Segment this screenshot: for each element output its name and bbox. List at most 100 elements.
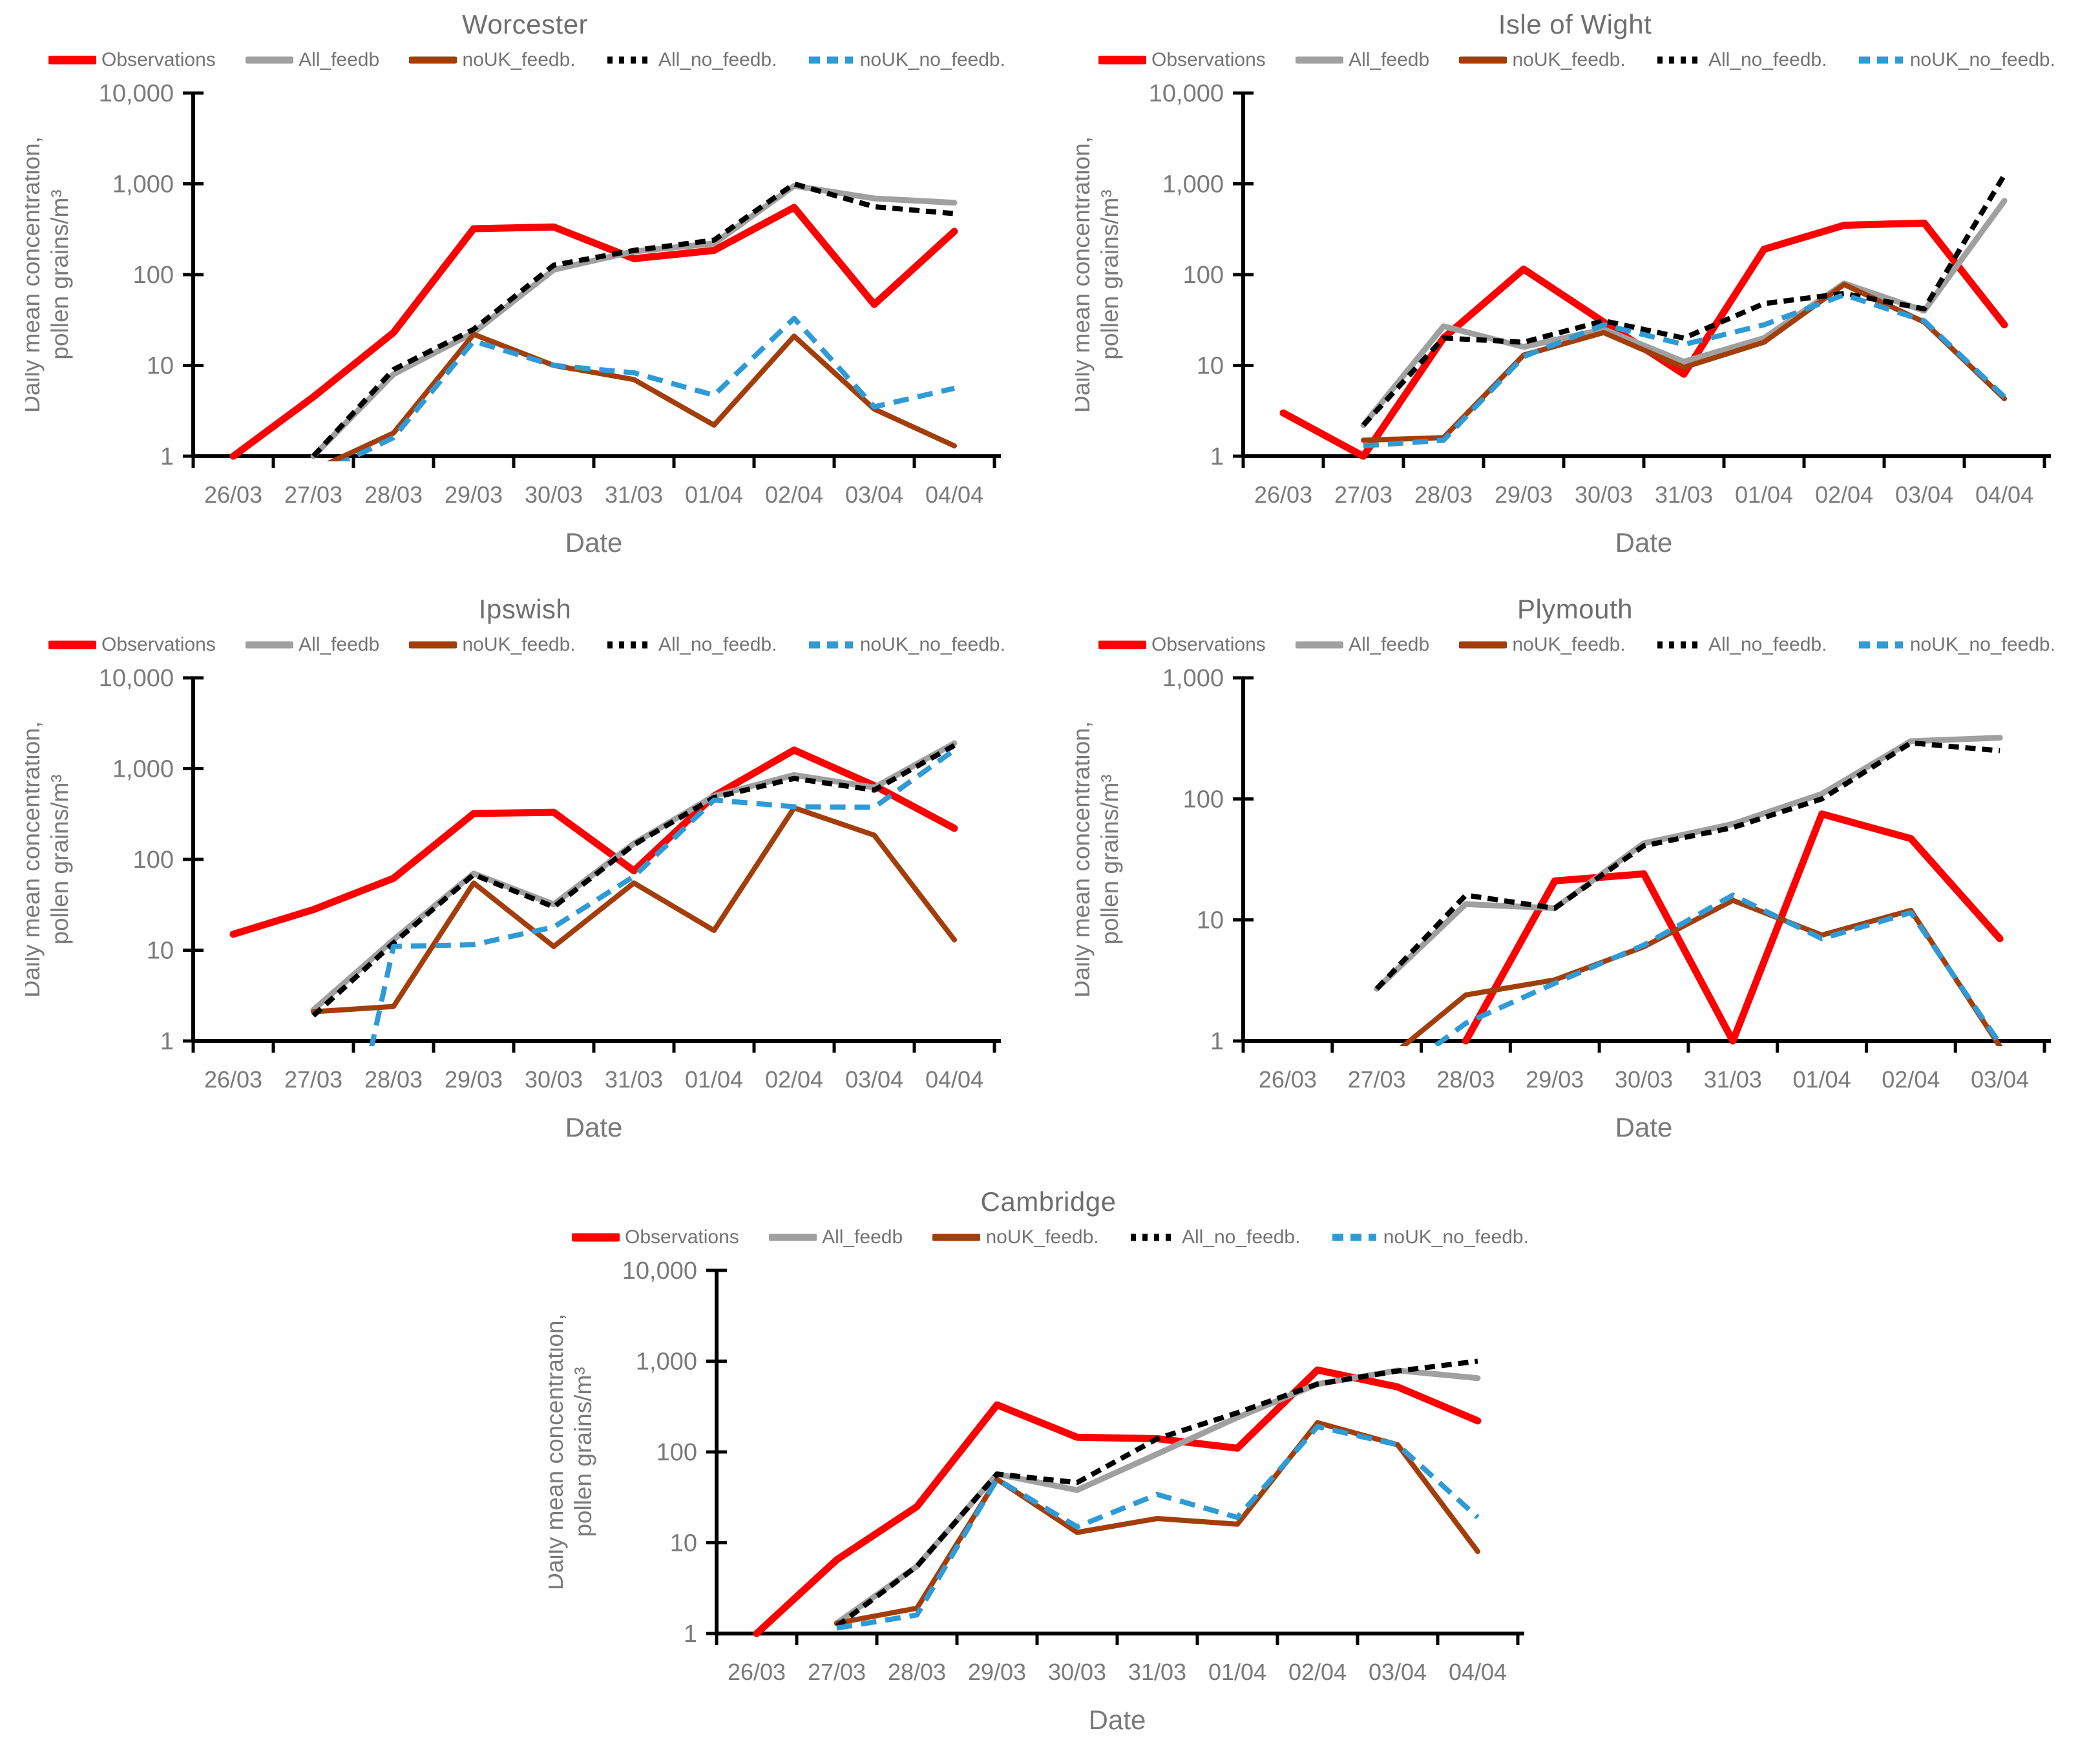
x-tick-label: 30/03 (1615, 1066, 1673, 1093)
legend-item-observations: Observations (572, 1226, 739, 1248)
x-tick-label: 30/03 (1048, 1659, 1106, 1685)
x-tick-label: 01/04 (1208, 1659, 1266, 1685)
series-line-all_feedb (1360, 198, 2008, 428)
chart-plymouth: Plymouth Observations All_feedb noUK_feedb… (1073, 590, 2077, 1168)
x-axis-title: Date (1089, 1705, 1146, 1732)
legend-swatch-nouk_no_feedb-line-icon (808, 56, 853, 64)
x-tick-label: 27/03 (808, 1659, 866, 1685)
legend-item-all_feedb: All_feedb (246, 49, 379, 71)
x-tick-label: 28/03 (364, 481, 423, 508)
legend-item-nouk_feedb: noUK_feedb. (409, 49, 576, 71)
series-line-nouk_feedb (1361, 282, 2007, 443)
legend-item-observations: Observations (1098, 49, 1266, 71)
y-tick-label: 1 (684, 1621, 697, 1648)
x-tick-label: 02/04 (1815, 481, 1873, 508)
y-tick-label: 1,000 (1162, 171, 1224, 198)
chart-plot: Daily mean concentration,pollen grains/m… (1075, 665, 2051, 1139)
x-tick-label: 02/04 (765, 481, 823, 508)
y-tick-label: 10 (1197, 907, 1224, 934)
x-tick-label: 04/04 (925, 1066, 983, 1093)
legend-label: All_no_feedb. (1708, 634, 1827, 655)
y-tick-label: 1 (160, 1028, 174, 1055)
y-tick-label: 1,000 (112, 171, 174, 198)
x-tick-label: 29/03 (1526, 1066, 1584, 1093)
legend-swatch-all_feedb-line-icon (246, 641, 294, 649)
legend-swatch-nouk_no_feedb-line-icon (808, 641, 853, 649)
legend-swatch-nouk_feedb-line-icon (1459, 56, 1507, 64)
x-tick-label: 27/03 (284, 481, 342, 508)
x-tick-label: 30/03 (525, 481, 583, 508)
x-axis-title: Date (1615, 527, 1673, 554)
legend-swatch-nouk_feedb-line-icon (409, 56, 457, 64)
series-line-all_feedb (310, 740, 958, 1013)
x-tick-label: 29/03 (445, 481, 503, 508)
x-tick-label: 02/04 (1882, 1066, 1940, 1093)
x-tick-label: 03/04 (845, 1066, 903, 1093)
legend-swatch-nouk_feedb-line-icon (409, 641, 457, 649)
y-axis-title: Daily mean concentration,pollen grains/m… (1075, 136, 1123, 413)
x-axis-title: Date (565, 1112, 623, 1139)
legend-label: Observations (1151, 634, 1266, 655)
chart-title: Plymouth (1517, 594, 1633, 624)
legend-label: noUK_no_feedb. (1383, 1226, 1529, 1248)
y-tick-label: 1,000 (1162, 665, 1224, 692)
series-line-all_feedb (1374, 735, 2003, 992)
x-tick-label: 28/03 (364, 1066, 423, 1093)
y-tick-label: 1,000 (112, 756, 174, 783)
x-tick-label: 03/04 (1895, 481, 1953, 508)
legend-label: noUK_no_feedb. (859, 634, 1005, 655)
x-tick-label: 31/03 (1655, 481, 1713, 508)
legend-label: noUK_feedb. (985, 1226, 1099, 1248)
legend-label: Observations (101, 49, 216, 70)
chart-legend: Observations All_feedb noUK_feedb. All_no_f… (1073, 630, 2077, 660)
legend-swatch-observations-line-icon (1098, 56, 1146, 65)
x-axis-title: Date (1615, 1112, 1673, 1139)
x-tick-label: 02/04 (1288, 1659, 1347, 1685)
y-tick-label: 100 (1183, 786, 1224, 813)
chart-title: Ipswish (478, 594, 572, 624)
y-tick-label: 100 (133, 262, 174, 289)
chart-plot: Daily mean concentration,pollen grains/m… (1075, 80, 2051, 554)
x-tick-label: 28/03 (888, 1659, 946, 1685)
x-tick-label: 29/03 (445, 1066, 503, 1093)
legend-swatch-all_no_feedb-line-icon (607, 641, 651, 649)
legend-swatch-nouk_no_feedb-line-icon (1858, 56, 1903, 64)
x-tick-label: 03/04 (1971, 1066, 2029, 1093)
legend-label: All_feedb (299, 634, 380, 655)
y-tick-label: 100 (133, 846, 174, 874)
series-line-nouk_feedb (326, 331, 957, 461)
legend-label: Observations (101, 634, 216, 655)
x-tick-label: 04/04 (1975, 481, 2033, 508)
x-tick-label: 28/03 (1436, 1066, 1495, 1093)
legend-item-all_feedb: All_feedb (246, 634, 379, 656)
chart-worcester: Worcester Observations All_feedb noUK_feed… (23, 5, 1027, 583)
x-tick-label: 30/03 (525, 1066, 583, 1093)
legend-swatch-all_feedb-line-icon (1296, 56, 1344, 64)
y-tick-label: 10 (1197, 353, 1224, 380)
y-tick-label: 1 (1210, 443, 1224, 470)
x-tick-label: 31/03 (605, 481, 663, 508)
y-tick-label: 100 (656, 1439, 697, 1466)
y-tick-label: 1 (160, 443, 174, 470)
legend-item-nouk_no_feedb: noUK_no_feedb. (807, 49, 1005, 71)
x-tick-label: 01/04 (1735, 481, 1793, 508)
series-line-observations (1462, 810, 2004, 1045)
legend-label: All_feedb (1349, 49, 1430, 70)
x-tick-label: 31/03 (1704, 1066, 1762, 1093)
legend-label: noUK_feedb. (1512, 634, 1626, 655)
legend-label: All_feedb (299, 49, 380, 70)
legend-label: Observations (1151, 49, 1266, 70)
legend-item-observations: Observations (1098, 634, 1266, 656)
legend-swatch-all_feedb-line-icon (246, 56, 294, 64)
legend-swatch-observations-line-icon (48, 640, 96, 649)
legend-item-nouk_feedb: noUK_feedb. (1459, 634, 1626, 656)
legend-swatch-nouk_no_feedb-line-icon (1332, 1234, 1376, 1241)
legend-item-nouk_no_feedb: noUK_no_feedb. (1330, 1226, 1529, 1248)
legend-label: All_feedb (822, 1226, 903, 1248)
legend-item-all_no_feedb: All_no_feedb. (605, 634, 777, 656)
series-line-all_no_feedb (311, 743, 956, 1018)
series-line-all_no_feedb (835, 1358, 1478, 1629)
x-tick-label: 28/03 (1414, 481, 1473, 508)
x-tick-label: 26/03 (1254, 481, 1312, 508)
